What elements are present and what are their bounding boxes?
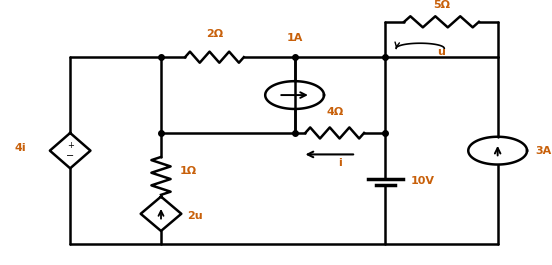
Text: +: + <box>67 141 73 149</box>
Text: 10V: 10V <box>411 176 434 186</box>
Text: 1A: 1A <box>286 33 303 43</box>
Text: u: u <box>438 47 445 57</box>
Text: 1Ω: 1Ω <box>180 166 197 176</box>
Text: 3A: 3A <box>535 146 551 156</box>
Text: 2u: 2u <box>187 211 202 221</box>
Text: 4i: 4i <box>15 143 26 153</box>
Text: −: − <box>66 151 74 161</box>
Text: 2Ω: 2Ω <box>206 29 223 39</box>
Text: i: i <box>338 158 342 168</box>
Text: 5Ω: 5Ω <box>433 1 450 10</box>
Text: 4Ω: 4Ω <box>326 107 343 117</box>
